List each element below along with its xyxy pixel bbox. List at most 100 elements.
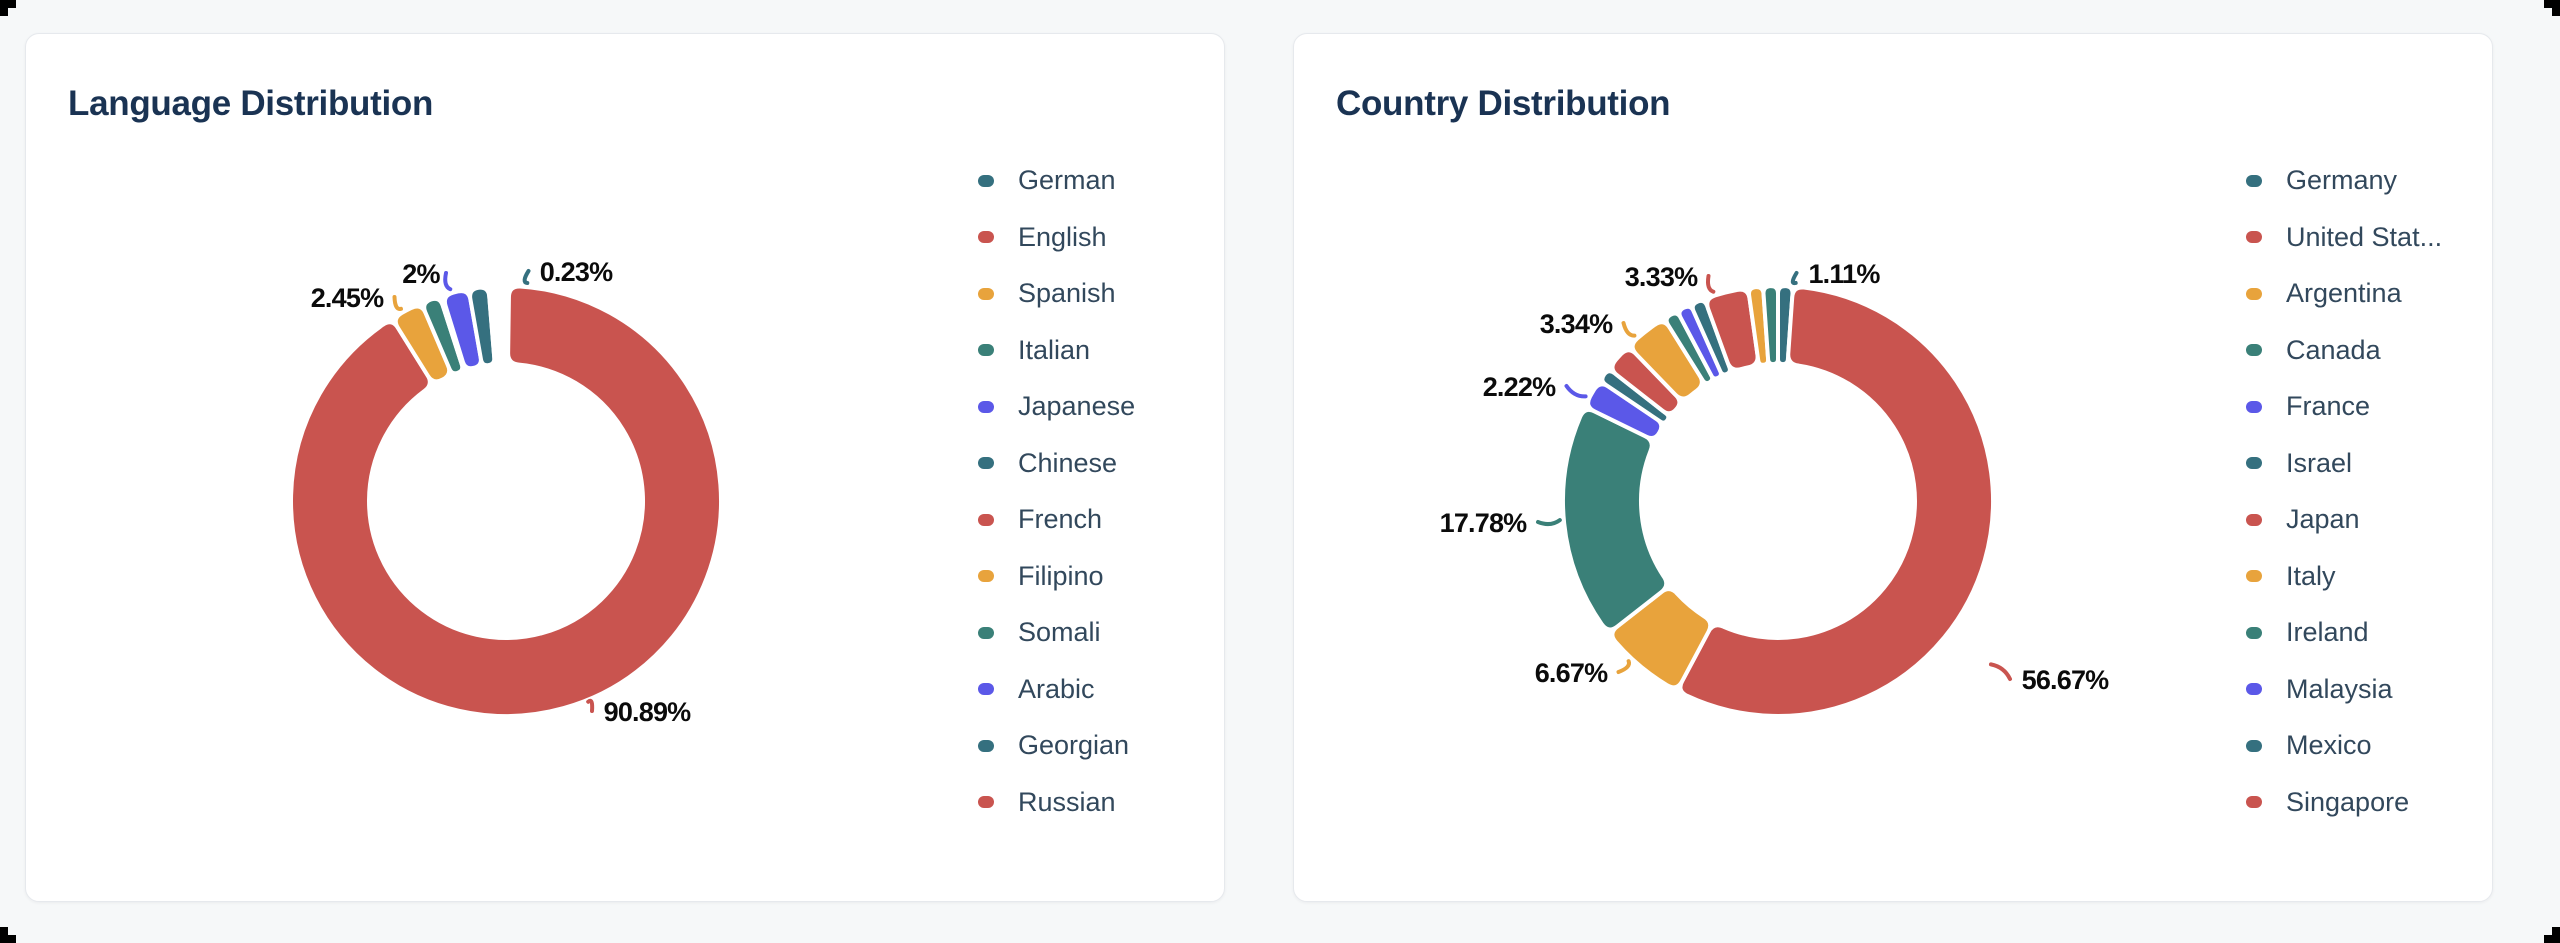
legend-item-label: Japanese	[1018, 391, 1136, 421]
slice-percent-label: 0.23%	[540, 257, 613, 287]
label-callout-line	[1616, 659, 1631, 674]
legend-item-label: Georgian	[1018, 730, 1130, 760]
legend-item-israel[interactable]: Israel	[2246, 447, 2442, 478]
label-callout-line	[522, 269, 531, 286]
legend-item-japan[interactable]: Japan	[2246, 505, 2442, 534]
pie-slice-spanish[interactable]	[393, 304, 452, 384]
pie-slice-italy[interactable]	[1630, 320, 1704, 401]
legend-item-label: France	[2286, 391, 2371, 421]
language-legend: German English Spanish Italian Japanese Chine…	[978, 166, 1135, 817]
language-donut-chart: 0.23% 90.89% 2.45% 2%	[289, 257, 723, 727]
legend-color-dot	[2246, 231, 2262, 243]
legend-item-singapore[interactable]: Singapore	[2246, 786, 2442, 817]
legend-item-label: Singapore	[2286, 786, 2410, 817]
legend-item-arabic[interactable]: Arabic	[978, 673, 1135, 704]
slice-percent-label: 6.67%	[1535, 658, 1608, 688]
legend-item-label: Italy	[2286, 560, 2336, 591]
legend-item-label: Spanish	[1018, 278, 1116, 308]
legend-color-dot	[978, 400, 994, 413]
legend-item-label: Malaysia	[2286, 673, 2393, 704]
legend-item-italian[interactable]: Italian	[978, 334, 1135, 365]
label-callout-line	[1705, 274, 1716, 294]
label-callout-line	[1790, 271, 1799, 286]
slice-percent-label: 2.22%	[1483, 372, 1556, 402]
legend-item-ireland[interactable]: Ireland	[2246, 618, 2442, 647]
slice-percent-label: 17.78%	[1440, 508, 1528, 538]
slice-percent-label: 2.45%	[311, 283, 384, 313]
slice-percent-label: 1.11%	[1808, 259, 1880, 289]
legend-item-canada[interactable]: Canada	[2246, 334, 2442, 365]
pie-slice-canada[interactable]	[1561, 407, 1669, 632]
legend-item-label: French	[1018, 504, 1103, 534]
legend-color-dot	[978, 174, 994, 187]
legend-item-label: Filipino	[1018, 560, 1104, 591]
pie-slice-extra-13[interactable]	[1761, 284, 1780, 367]
slice-percent-label: 56.67%	[2022, 665, 2110, 695]
legend-item-german[interactable]: German	[978, 166, 1135, 195]
legend-color-dot	[2246, 513, 2262, 526]
slice-percent-label: 90.89%	[604, 697, 692, 727]
legend-item-label: Mexico	[2286, 730, 2372, 760]
legend-item-germany[interactable]: Germany	[2246, 166, 2442, 195]
legend-item-label: English	[1018, 221, 1107, 252]
legend-item-label: Canada	[2286, 334, 2381, 365]
legend-item-label: Somali	[1018, 617, 1101, 647]
slice-percent-label: 3.34%	[1540, 309, 1613, 339]
legend-item-label: Italian	[1018, 334, 1091, 365]
legend-item-russian[interactable]: Russian	[978, 787, 1135, 817]
legend-color-dot	[978, 287, 994, 300]
label-callout-line	[1621, 321, 1637, 338]
legend-color-dot	[2246, 570, 2262, 582]
legend-color-dot	[2246, 174, 2262, 187]
pie-slice-japan[interactable]	[1610, 348, 1682, 416]
legend-color-dot	[978, 457, 994, 469]
country-distribution-card: Country Distribution 1.11% 56.67% 6.67% 17.…	[1293, 33, 2493, 902]
legend-item-label: Chinese	[1018, 447, 1118, 478]
country-donut-chart: 1.11% 56.67% 6.67% 17.78% 2.22% 3.34% 3.33%	[1440, 259, 2110, 718]
label-callout-line	[586, 698, 595, 713]
legend-color-dot	[2246, 287, 2262, 300]
legend-item-chinese[interactable]: Chinese	[978, 447, 1135, 478]
slice-percent-label: 3.33%	[1625, 262, 1698, 292]
legend-item-label: German	[1018, 165, 1116, 195]
legend-item-filipino[interactable]: Filipino	[978, 560, 1135, 591]
legend-item-france[interactable]: France	[2246, 392, 2442, 421]
label-callout-line	[443, 271, 453, 292]
legend-item-spanish[interactable]: Spanish	[978, 279, 1135, 308]
legend-color-dot	[978, 344, 994, 356]
legend-color-dot	[2246, 683, 2262, 695]
legend-item-french[interactable]: French	[978, 505, 1135, 534]
legend-item-somali[interactable]: Somali	[978, 618, 1135, 647]
legend-color-dot	[978, 739, 994, 752]
legend-item-label: Arabic	[1018, 673, 1095, 704]
page-title: Country Distribution	[1336, 84, 1671, 123]
legend-color-dot	[2246, 400, 2262, 413]
legend-item-malaysia[interactable]: Malaysia	[2246, 673, 2442, 704]
legend-item-italy[interactable]: Italy	[2246, 560, 2442, 591]
legend-color-dot	[978, 796, 994, 808]
legend-item-label: United Stat...	[2286, 221, 2443, 252]
legend-color-dot	[2246, 739, 2262, 752]
legend-color-dot	[2246, 796, 2262, 808]
pie-slice-singapore[interactable]	[1705, 287, 1760, 372]
label-callout-line	[1988, 662, 2012, 681]
pie-slice-france[interactable]	[1586, 382, 1664, 441]
legend-item-label: Germany	[2286, 165, 2398, 195]
legend-item-label: Ireland	[2286, 617, 2369, 647]
legend-item-label: Israel	[2286, 447, 2353, 478]
language-distribution-card: Language Distribution 0.23% 90.89% 2.45% 2%…	[25, 33, 1225, 902]
legend-color-dot	[2246, 626, 2262, 639]
legend-item-english[interactable]: English	[978, 221, 1135, 252]
legend-color-dot	[978, 683, 994, 695]
label-callout-line	[1564, 384, 1588, 399]
legend-color-dot	[2246, 344, 2262, 356]
legend-item-mexico[interactable]: Mexico	[2246, 731, 2442, 760]
legend-color-dot	[978, 231, 994, 243]
legend-item-united-stat-[interactable]: United Stat...	[2246, 221, 2443, 252]
pie-slice-russian[interactable]	[500, 284, 508, 366]
legend-item-argentina[interactable]: Argentina	[2246, 279, 2442, 308]
legend-color-dot	[978, 513, 994, 526]
slice-percent-label: 2%	[402, 259, 440, 289]
legend-item-japanese[interactable]: Japanese	[978, 392, 1135, 421]
legend-item-georgian[interactable]: Georgian	[978, 731, 1135, 760]
